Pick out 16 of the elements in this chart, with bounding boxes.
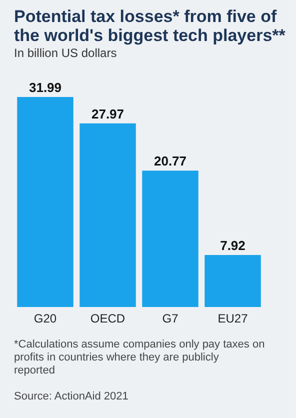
data-label: 27.97 [91,106,124,122]
bar [204,255,261,307]
chart-subtitle: In billion US dollars [14,46,117,60]
x-tick-label: OECD [90,312,126,326]
source-note: Source: ActionAid 2021 [14,390,128,402]
x-tick-label: EU27 [218,312,248,326]
bar [80,123,136,307]
x-tick-label: G7 [162,312,179,326]
bar [142,170,198,307]
data-label: 7.92 [220,238,246,254]
x-tick-label: G20 [34,312,57,326]
bar [17,97,74,307]
chart-title: Potential tax losses* from five of the world's biggest tech players** [14,7,286,45]
data-label: 31.99 [28,80,62,95]
text: *Calculations assume companies only pay taxes on profits in countries where they are publicly reported [14,338,265,376]
data-label: 20.77 [154,154,187,169]
